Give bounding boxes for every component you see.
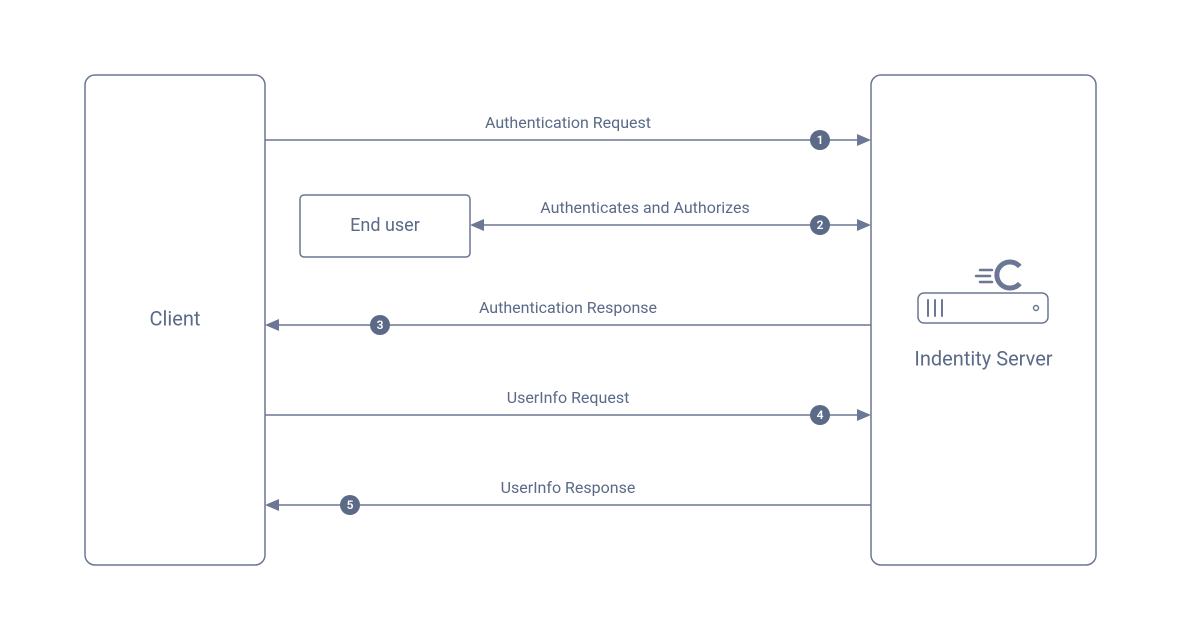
auth-flow-diagram: Client Indentity Server End user Authentica… (0, 0, 1200, 619)
flow-userinfo-response: UserInfo Response 5 (265, 478, 871, 515)
arrowhead-right-icon (857, 134, 871, 146)
arrowhead-left-icon (265, 319, 279, 331)
flow-label-auth-request: Authentication Request (485, 113, 651, 132)
flow-label-userinfo-request: UserInfo Request (507, 388, 630, 407)
end-user-box: End user (300, 195, 470, 257)
identity-server-box: Indentity Server (871, 75, 1096, 565)
arrowhead-left-icon (470, 219, 484, 231)
flow-label-auth-response: Authentication Response (479, 298, 657, 317)
flow-auth-authorize: Authenticates and Authorizes 2 (470, 198, 871, 235)
flow-badge-number-userinfo-response: 5 (347, 498, 354, 512)
flow-badge-number-auth-authorize: 2 (817, 218, 824, 232)
server-icon (918, 262, 1048, 323)
flow-label-auth-authorize: Authenticates and Authorizes (540, 198, 749, 217)
arrowhead-left-icon (265, 499, 279, 511)
flow-auth-response: Authentication Response 3 (265, 298, 871, 335)
client-label: Client (150, 306, 201, 330)
flow-badge-number-userinfo-request: 4 (817, 408, 824, 422)
flow-userinfo-request: UserInfo Request 4 (265, 388, 871, 425)
end-user-label: End user (350, 215, 420, 236)
identity-server-label: Indentity Server (914, 346, 1052, 370)
arrowhead-right-icon (857, 409, 871, 421)
flow-auth-request: Authentication Request 1 (265, 113, 871, 150)
flow-badge-number-auth-response: 3 (377, 318, 384, 332)
client-box: Client (85, 75, 265, 565)
flow-badge-number-auth-request: 1 (817, 133, 824, 147)
arrowhead-right-icon (857, 219, 871, 231)
flow-label-userinfo-response: UserInfo Response (501, 478, 636, 497)
